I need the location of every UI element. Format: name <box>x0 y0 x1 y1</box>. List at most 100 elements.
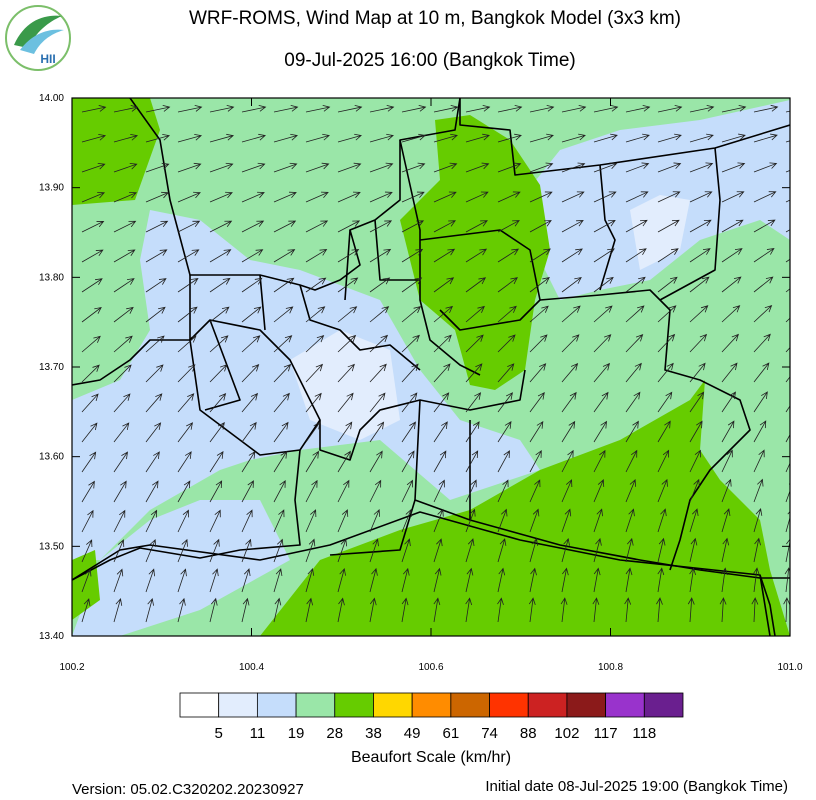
wind-arrow <box>369 363 387 383</box>
field-11 <box>290 330 400 440</box>
colorbar-box <box>527 692 568 718</box>
wind-arrow <box>433 305 454 323</box>
wind-arrow <box>689 391 705 413</box>
wind-arrow <box>369 133 394 143</box>
wind-arrow <box>209 597 218 623</box>
wind-arrow <box>401 220 425 233</box>
wind-arrow <box>625 420 639 443</box>
wind-arrow <box>497 508 508 533</box>
wind-arrow <box>369 597 377 623</box>
wind-arrow <box>657 449 670 473</box>
wind-arrow <box>465 104 491 113</box>
wind-arrow <box>497 538 507 563</box>
wind-arrow <box>433 597 441 623</box>
wind-arrow <box>337 509 349 533</box>
y-tick-label: 13.90 <box>39 183 64 194</box>
wind-arrow <box>401 191 425 203</box>
wind-arrow <box>209 480 223 503</box>
map <box>72 98 790 636</box>
initial-date: Initial date 08-Jul-2025 19:00 (Bangkok … <box>485 778 788 795</box>
wind-arrow <box>241 568 251 593</box>
wind-arrow <box>625 162 650 173</box>
wind-arrow <box>369 277 391 293</box>
wind-arrow <box>625 276 646 293</box>
wind-arrow <box>113 364 132 383</box>
colorbar-label: 38 <box>365 725 382 742</box>
wind-arrow <box>465 508 476 533</box>
wind-arrow <box>209 133 235 143</box>
wind-arrow <box>657 219 680 233</box>
wind-arrow <box>721 362 738 383</box>
wind-arrow <box>753 248 775 263</box>
wind-arrow <box>145 249 168 263</box>
wind-arrow <box>657 133 682 143</box>
colorbar-box <box>411 692 452 718</box>
colorbar-label: 61 <box>443 725 460 742</box>
wind-arrow <box>785 511 790 533</box>
wind-arrow <box>145 220 169 233</box>
wind-arrow <box>689 191 713 203</box>
wind-arrow <box>625 133 650 143</box>
wind-arrow <box>113 306 134 323</box>
wind-arrow <box>81 539 93 563</box>
wind-arrow <box>593 162 618 173</box>
wind-arrow <box>689 333 708 353</box>
field-19 <box>72 500 290 636</box>
wind-arrow <box>721 420 735 443</box>
wind-arrow <box>721 248 743 263</box>
wind-arrow <box>529 334 548 353</box>
wind-arrow <box>337 334 357 353</box>
wind-arrow <box>657 305 677 323</box>
logo-text: HII <box>40 52 55 66</box>
wind-arrow <box>465 191 489 203</box>
wind-arrow <box>401 450 415 473</box>
wind-arrow <box>401 597 409 623</box>
colorbar-box <box>256 692 297 718</box>
colorbar-label: 118 <box>632 725 656 742</box>
wind-arrow <box>689 362 706 383</box>
wind-arrow <box>753 362 770 383</box>
wind-arrow <box>401 363 419 383</box>
wind-arrow <box>751 597 759 623</box>
wind-arrow <box>529 133 554 143</box>
wind-arrow <box>401 421 416 443</box>
wind-arrow <box>625 104 651 113</box>
wind-arrow <box>177 422 194 443</box>
wind-arrow <box>209 568 219 593</box>
wind-arrow <box>721 449 733 473</box>
wind-arrow <box>465 162 490 173</box>
wind-arrow <box>593 276 614 293</box>
wind-arrow <box>593 537 602 563</box>
wind-arrow <box>305 335 325 353</box>
x-tick-label: 101.0 <box>777 662 802 673</box>
wind-arrow <box>401 567 410 593</box>
wind-arrow <box>113 162 138 173</box>
wind-arrow <box>561 508 572 533</box>
wind-arrow <box>305 105 331 113</box>
wind-arrow <box>561 362 579 383</box>
wind-arrow <box>721 162 746 173</box>
wind-arrow <box>81 451 97 473</box>
wind-arrow <box>497 162 522 173</box>
wind-arrow <box>273 133 298 143</box>
wind-arrow <box>145 335 165 353</box>
wind-arrow <box>497 277 518 293</box>
wind-arrow <box>401 306 422 323</box>
wind-arrow <box>593 362 610 383</box>
wind-arrow <box>209 162 234 173</box>
wind-arrow <box>145 597 154 623</box>
wind-arrow <box>369 421 385 443</box>
wind-arrow <box>433 479 445 503</box>
wind-arrow <box>81 422 98 443</box>
wind-arrow <box>273 450 288 473</box>
wind-arrow <box>273 162 298 173</box>
wind-arrow <box>657 362 674 383</box>
wind-arrow <box>145 364 164 383</box>
wind-arrow <box>273 335 293 353</box>
wind-arrow <box>241 191 265 203</box>
colorbar: 5 11 19 28 38 49 61 74 88 102 117 118 <box>179 692 684 742</box>
wind-arrow <box>177 249 200 263</box>
wind-arrow <box>465 450 479 473</box>
wind-arrow <box>561 305 581 323</box>
wind-arrow <box>497 133 522 143</box>
